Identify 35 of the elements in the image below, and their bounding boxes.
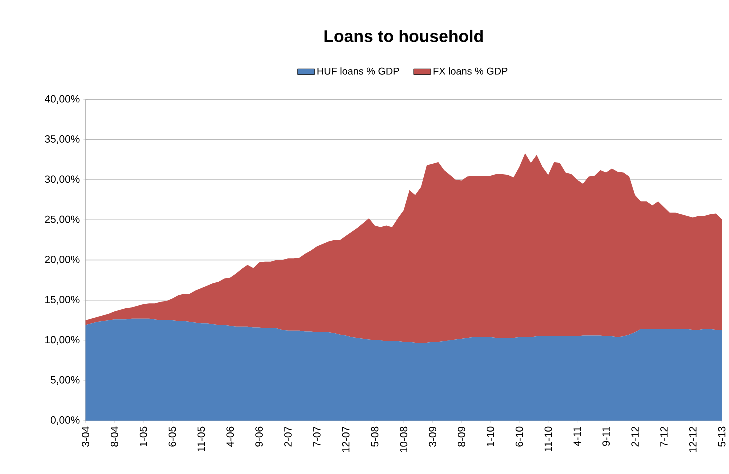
y-tick-label: 0,00% <box>50 416 80 426</box>
x-tick-label: 5-08 <box>371 427 379 448</box>
x-tick-label: 3-04 <box>82 426 90 448</box>
x-tick-label: 12-12 <box>689 427 697 452</box>
x-tick-label: 8-04 <box>111 426 118 448</box>
x-tick-label: 9-11 <box>602 427 610 446</box>
x-tick-label: 12-07 <box>342 427 350 452</box>
y-tick-label: 35,00% <box>45 136 80 144</box>
y-tick-label: 40,00% <box>44 96 80 104</box>
x-tick-label: 1-05 <box>140 427 148 447</box>
x-tick-label: 7-07 <box>313 427 321 447</box>
x-tick-label: 9-06 <box>256 427 263 447</box>
x-tick-label: 5-13 <box>718 427 726 448</box>
x-tick-label: 1-10 <box>486 427 494 447</box>
x-tick-label: 4-11 <box>574 427 581 446</box>
x-tick-label: 7-12 <box>660 427 668 447</box>
legend-label: HUF loans % GDP <box>318 68 400 76</box>
x-tick-label: 4-06 <box>226 427 234 448</box>
y-tick-label: 5,00% <box>50 376 80 386</box>
x-tick-label: 10-08 <box>400 427 408 452</box>
y-tick-label: 15,00% <box>46 296 80 305</box>
x-tick-label: 8-09 <box>458 427 466 448</box>
y-tick-label: 20,00% <box>45 256 80 265</box>
y-tick-label: 10,00% <box>46 336 80 346</box>
x-tick-label: 6-05 <box>168 427 176 447</box>
x-tick-label: 11-10 <box>544 427 552 452</box>
y-tick-label: 30,00% <box>45 176 80 184</box>
legend-label: FX loans % GDP <box>434 68 508 76</box>
x-tick-label: 3-09 <box>429 427 437 448</box>
chart-title: Loans to household <box>324 30 483 43</box>
x-tick-label: 2-12 <box>632 427 639 447</box>
x-tick-label: 6-10 <box>516 427 524 447</box>
x-tick-label: 11-05 <box>198 427 206 452</box>
x-tick-label: 2-07 <box>284 427 292 447</box>
y-tick-label: 25,00% <box>45 216 80 225</box>
